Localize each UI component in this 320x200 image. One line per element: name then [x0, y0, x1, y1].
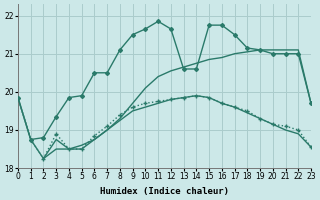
- X-axis label: Humidex (Indice chaleur): Humidex (Indice chaleur): [100, 187, 229, 196]
